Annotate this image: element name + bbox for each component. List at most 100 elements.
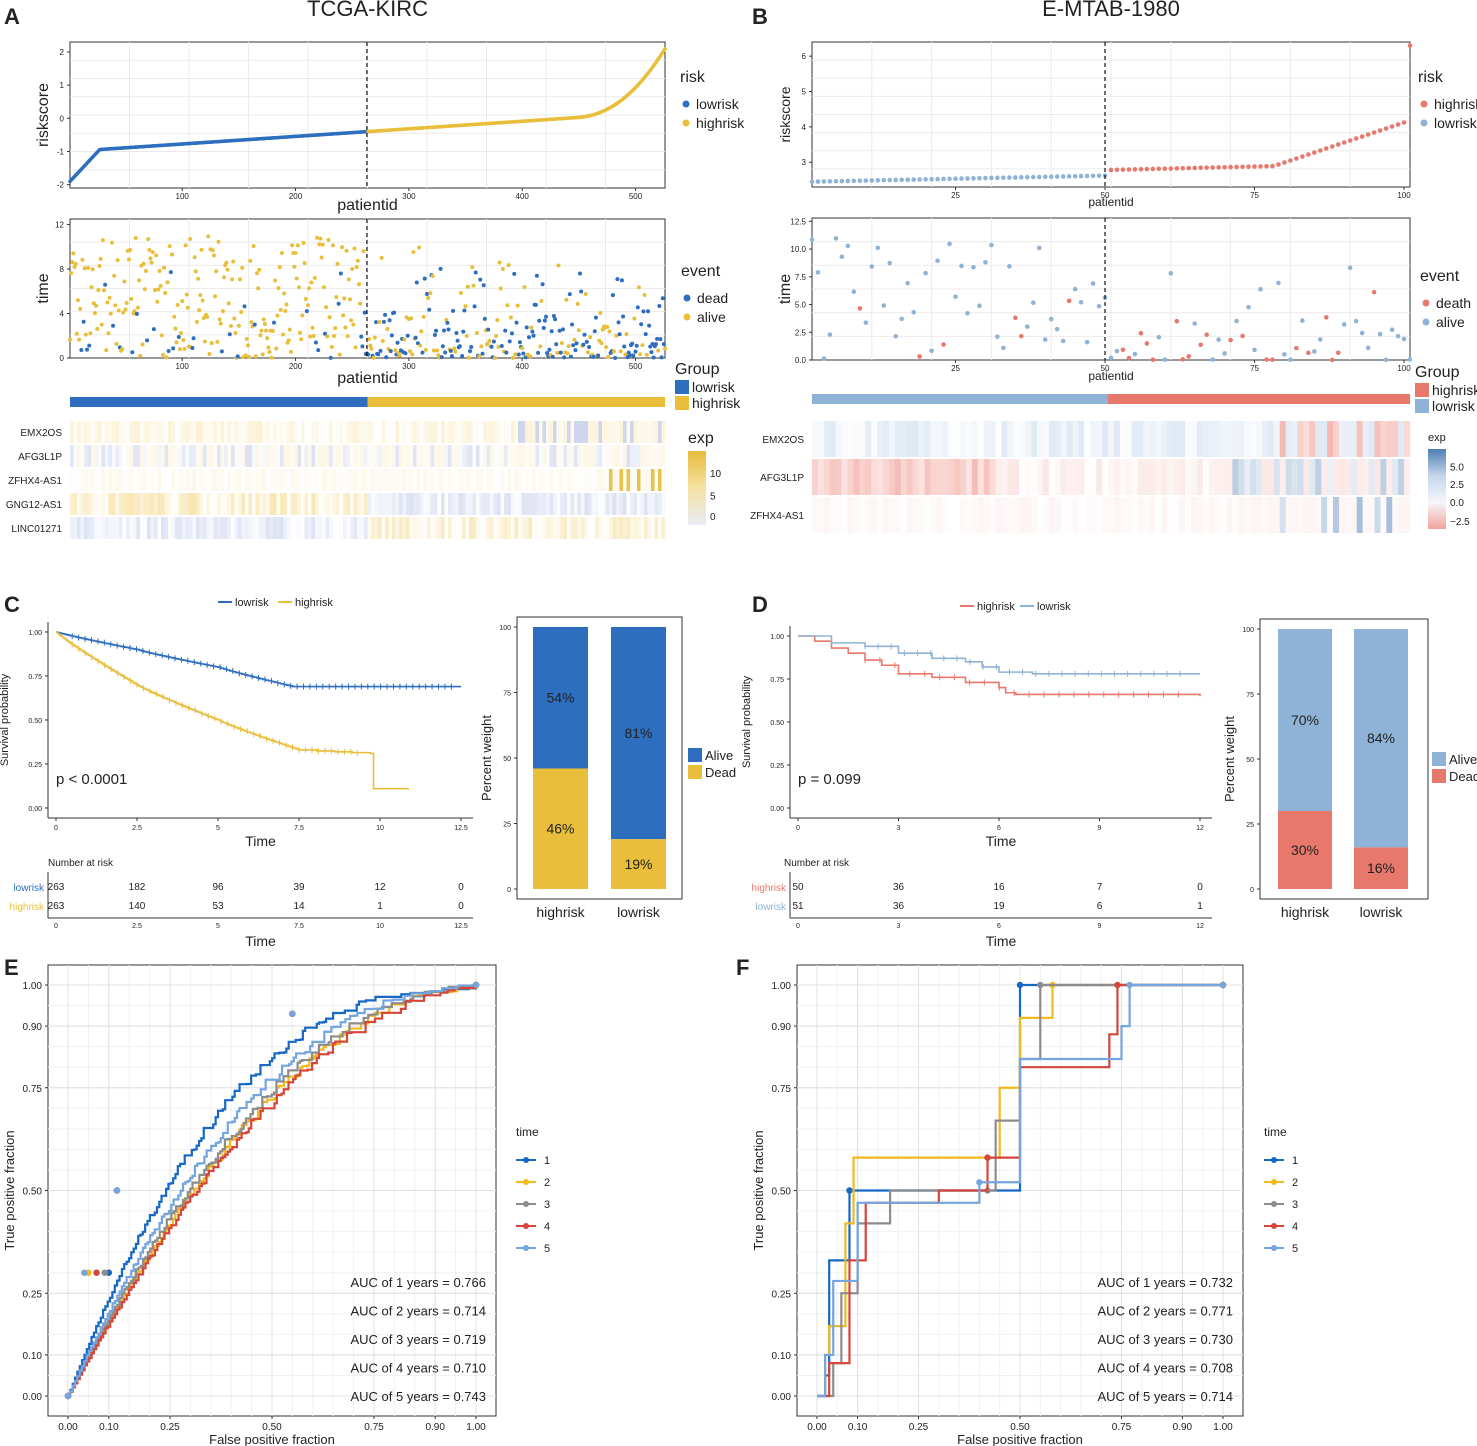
- y-tick-label: 75: [503, 691, 511, 698]
- highrisk-point: [1383, 126, 1389, 131]
- legend-label: highrisk: [295, 597, 333, 609]
- alive-point: [147, 247, 152, 252]
- heatmap-cell: [420, 493, 424, 515]
- heatmap-cell: [497, 517, 501, 539]
- alive-point: [228, 323, 233, 328]
- dead-point: [427, 307, 432, 312]
- heatmap-cell: [598, 469, 603, 491]
- alive-point: [159, 333, 164, 338]
- alive-point: [340, 245, 344, 250]
- heatmap-cell: [360, 421, 365, 443]
- roc-point: [289, 1010, 296, 1017]
- heatmap-cell: [633, 445, 638, 467]
- heatmap-cell: [266, 517, 270, 539]
- heatmap-cell: [371, 517, 375, 539]
- heatmap-cell: [357, 421, 361, 443]
- heatmap-cell: [577, 445, 582, 467]
- heatmap-cell: [651, 469, 655, 491]
- heatmap-cell: [1279, 421, 1286, 457]
- heatmap-cell: [528, 493, 533, 515]
- alive-point: [140, 342, 145, 347]
- heatmap-cell: [290, 469, 295, 491]
- alive-point: [265, 336, 270, 341]
- y-tick-label: 0: [60, 114, 65, 123]
- highrisk-point: [1294, 156, 1299, 161]
- heatmap-cell: [168, 517, 172, 539]
- heatmap-cell: [332, 469, 337, 491]
- y-tick-label: 0.0: [795, 356, 807, 365]
- heatmap-cell: [654, 421, 659, 443]
- legend-title: exp: [1428, 432, 1446, 444]
- legend-key: [688, 748, 702, 762]
- heatmap-cell: [80, 421, 85, 443]
- heatmap-cell: [971, 459, 979, 495]
- heatmap-cell: [388, 445, 393, 467]
- heatmap-cell: [605, 445, 610, 467]
- alive-point: [1072, 286, 1078, 292]
- heatmap-cell: [1066, 459, 1073, 495]
- dead-point: [651, 355, 656, 360]
- heatmap-cell: [420, 421, 424, 443]
- heatmap-cell: [315, 445, 319, 467]
- alive-point: [1108, 355, 1114, 361]
- alive-point: [69, 271, 74, 276]
- heatmap-cell: [430, 445, 435, 467]
- x-tick-label: 5: [216, 923, 220, 930]
- heatmap-cell: [835, 459, 842, 495]
- heatmap-cell: [493, 469, 498, 491]
- x-tick-label: 10: [376, 923, 384, 930]
- heatmap-cell: [1279, 497, 1286, 533]
- heatmap-cell: [105, 469, 109, 491]
- dead-point: [1120, 347, 1126, 353]
- heatmap-cell: [637, 517, 641, 539]
- heatmap-cell: [367, 493, 372, 515]
- heatmap-cell: [297, 445, 302, 467]
- heatmap-cell: [119, 445, 123, 467]
- lowrisk-point: [923, 177, 928, 182]
- heatmap-cell: [1232, 421, 1239, 457]
- dead-point: [581, 342, 586, 347]
- alive-point: [428, 291, 433, 296]
- dead-point: [587, 344, 592, 349]
- roc-point: [1114, 981, 1121, 989]
- km-curve-highrisk: [798, 635, 1201, 697]
- heatmap-cell: [841, 459, 848, 495]
- heatmap-cell: [865, 497, 872, 533]
- alive-point: [198, 293, 203, 298]
- heatmap-cell: [483, 469, 487, 491]
- heatmap-cell: [360, 445, 365, 467]
- alive-point: [479, 344, 484, 349]
- heatmap-cell: [437, 469, 442, 491]
- heatmap-cell: [514, 421, 519, 443]
- heatmap-cell: [189, 445, 193, 467]
- heatmap-cell: [965, 497, 973, 533]
- dead-point: [446, 327, 451, 332]
- auc-label: AUC of 3 years = 0.719: [351, 1332, 487, 1347]
- heatmap-cell: [1096, 459, 1103, 495]
- alive-point: [218, 321, 223, 326]
- alive-point: [1276, 280, 1281, 286]
- lowrisk-point: [863, 178, 869, 183]
- alive-point: [124, 300, 129, 305]
- heatmap-cell: [346, 469, 351, 491]
- alive-point: [108, 311, 113, 316]
- x-tick-label: 0.75: [1112, 1422, 1132, 1433]
- dead-point: [533, 302, 538, 307]
- heatmap-cell: [1214, 459, 1221, 495]
- alive-point: [347, 297, 352, 302]
- heatmap-cell: [199, 445, 204, 467]
- heatmap-cell: [1019, 421, 1026, 457]
- y-tick-label: 3: [802, 158, 807, 167]
- heatmap-cell: [255, 445, 260, 467]
- dead-point: [1228, 337, 1233, 343]
- risk-table-value: 0: [1197, 882, 1203, 893]
- alive-point: [126, 257, 131, 262]
- dead-point: [622, 344, 627, 349]
- heatmap-cell: [318, 493, 323, 515]
- heatmap-cell: [924, 497, 931, 533]
- heatmap-cell: [877, 497, 884, 533]
- heatmap-cell: [154, 421, 158, 443]
- heatmap-cell: [823, 421, 831, 457]
- heatmap-cell: [325, 517, 330, 539]
- heatmap-cell: [87, 445, 92, 467]
